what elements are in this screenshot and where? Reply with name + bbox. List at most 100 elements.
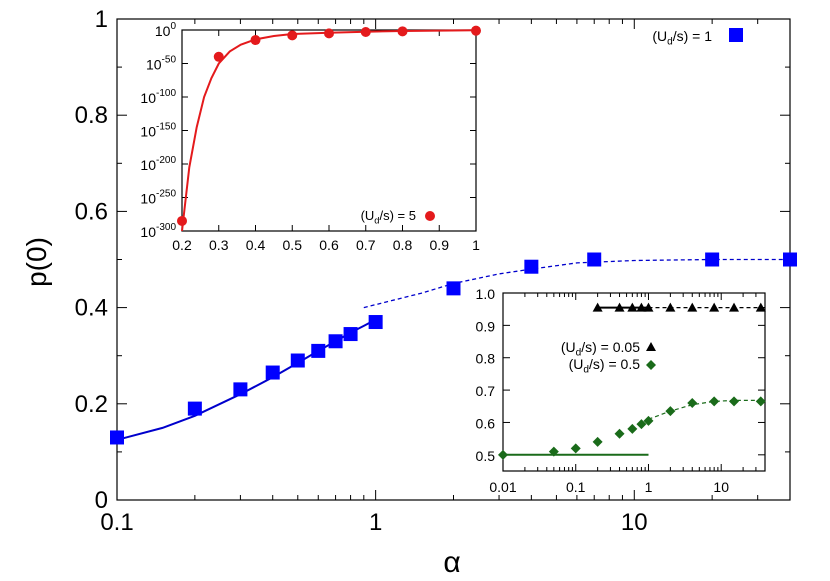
x-axis-label: α <box>443 546 460 579</box>
inset-top-data-point <box>324 28 334 39</box>
inset-top-y-tick-label: 10-250 <box>140 189 176 207</box>
inset-top-data-point <box>250 35 261 46</box>
inset-top-fit-line <box>181 29 477 232</box>
inset-bottom-data-point <box>548 446 559 457</box>
legend-label-ud-0-5: (Ud/s) = 0.5 <box>569 356 641 376</box>
inset-top-x-tick-label: 0.7 <box>356 237 376 253</box>
data-point <box>311 343 326 358</box>
inset-top-y-tick-label: 100 <box>155 21 177 39</box>
inset-top-x-tick-label: 0.5 <box>283 237 303 253</box>
inset-bottom-y-tick-label: 1.0 <box>476 286 496 302</box>
inset-top-x-tick-label: 0.3 <box>209 237 229 253</box>
inset-top-x-tick-label: 0.9 <box>430 237 450 253</box>
data-point <box>368 315 383 330</box>
inset-top-y-tick-exponent: -250 <box>156 189 176 200</box>
data-point <box>187 401 202 416</box>
inset-bottom-y-tick-label: 0.8 <box>476 351 496 367</box>
inset-bottom-data-point <box>709 302 720 312</box>
inset-top-y-tick-exponent: -50 <box>162 55 177 66</box>
data-point <box>783 252 797 267</box>
inset-bottom-data-point <box>614 302 625 312</box>
inset-top-x-tick-label: 0.8 <box>393 237 413 253</box>
inset-top-chart: 0.2 0.3 0.4 0.5 0.6 0.7 0.8 0.9 1 100 10-50 10-100 1… <box>140 21 481 253</box>
inset-bottom-data-point <box>592 302 603 312</box>
inset-top-x-tick-label: 0.4 <box>246 237 266 253</box>
inset-bottom-fit-line <box>648 399 765 420</box>
inset-top-data-point <box>177 215 187 226</box>
inset-bottom-data-point <box>687 398 698 409</box>
inset-top-y-tick-label: 10-50 <box>146 55 176 73</box>
inset-bottom-data-point <box>755 302 766 312</box>
inset-top-y-tick-label: 10-200 <box>140 155 176 173</box>
inset-top-data-point <box>397 26 408 37</box>
inset-bottom-y-tick-label: 0.7 <box>476 383 496 399</box>
inset-bottom-data-point <box>665 302 676 312</box>
x-tick-label: 1 <box>369 509 382 536</box>
inset-top-y-tick-exponent: 0 <box>170 21 176 32</box>
legend-label-ud-1: (Ud/s) = 1 <box>652 28 712 48</box>
inset-bottom-x-tick-label: 10 <box>713 479 729 495</box>
inset-top-y-tick-label: 10-150 <box>140 122 176 140</box>
data-point <box>233 382 248 397</box>
inset-top-y-tick-exponent: -150 <box>156 122 176 133</box>
legend-marker-ud-1 <box>729 28 743 42</box>
data-point <box>110 430 124 445</box>
data-point <box>265 365 280 380</box>
y-tick-label: 0 <box>95 487 108 514</box>
inset-bottom-y-tick-label: 0.6 <box>476 415 496 431</box>
inset-bottom-data-point <box>570 443 581 454</box>
inset-bottom-data-point <box>665 406 676 417</box>
inset-bottom-data-point <box>687 302 698 312</box>
inset-bottom-x-tick-label: 1 <box>645 479 653 495</box>
inset-top-data-point <box>471 25 481 36</box>
legend-marker-ud-5 <box>425 211 435 221</box>
inset-bottom-chart: 0.01 0.1 1 10 0.5 0.6 0.7 0.8 0.9 1.0 (Ud/s) = 0.0… <box>476 286 766 495</box>
legend-marker-ud-0-5 <box>646 360 656 370</box>
inset-bottom-data-point <box>643 302 654 312</box>
inset-bottom-data-point <box>498 449 508 460</box>
data-point <box>290 353 305 368</box>
inset-bottom-data-point <box>636 419 647 430</box>
data-point <box>524 259 539 274</box>
inset-bottom-frame <box>502 292 766 472</box>
data-point <box>343 327 358 342</box>
inset-bottom-data-point <box>643 415 654 426</box>
inset-bottom-y-tick-label: 0.9 <box>476 318 496 334</box>
inset-bottom-x-tick-label: 0.1 <box>566 479 586 495</box>
inset-top-data-point <box>360 27 371 38</box>
data-point <box>587 252 602 267</box>
inset-top-y-tick-exponent: -200 <box>156 155 176 166</box>
legend-label-ud-0-05: (Ud/s) = 0.05 <box>561 339 640 359</box>
inset-bottom-data-point <box>627 423 638 434</box>
y-tick-label: 0.2 <box>75 391 108 418</box>
inset-top-x-tick-label: 1 <box>472 237 480 253</box>
inset-top-y-tick-label: 10-100 <box>140 88 176 106</box>
legend-label-ud-5: (Ud/s) = 5 <box>361 208 416 225</box>
data-point <box>328 334 343 349</box>
inset-bottom-data-point <box>709 396 720 407</box>
y-tick-label: 0.6 <box>75 198 108 225</box>
inset-top-y-tick-label: 10-300 <box>140 222 176 240</box>
inset-bottom-data-point <box>627 302 638 312</box>
y-tick-label: 0.8 <box>75 102 108 129</box>
inset-top-y-tick-exponent: -100 <box>156 88 176 99</box>
inset-top-x-tick-label: 0.2 <box>172 237 192 253</box>
inset-top-data-point <box>213 51 224 62</box>
inset-bottom-data-point <box>592 436 603 447</box>
inset-top-y-tick-exponent: -300 <box>156 222 176 233</box>
y-tick-label: 0.4 <box>75 295 108 322</box>
inset-bottom-data-point <box>729 302 740 312</box>
y-tick-label: 1 <box>95 6 108 33</box>
data-point <box>446 281 461 296</box>
inset-top-x-tick-label: 0.6 <box>319 237 339 253</box>
x-tick-label: 10 <box>621 509 648 536</box>
legend-marker-ud-0-05 <box>646 342 656 351</box>
y-axis-label: p(0) <box>21 237 52 287</box>
data-point <box>705 252 720 267</box>
inset-top-frame <box>181 29 477 232</box>
dashed-fit-line <box>363 258 790 309</box>
inset-top-data-point <box>287 30 298 41</box>
inset-bottom-x-tick-label: 0.01 <box>489 479 516 495</box>
inset-bottom-data-point <box>636 302 647 312</box>
